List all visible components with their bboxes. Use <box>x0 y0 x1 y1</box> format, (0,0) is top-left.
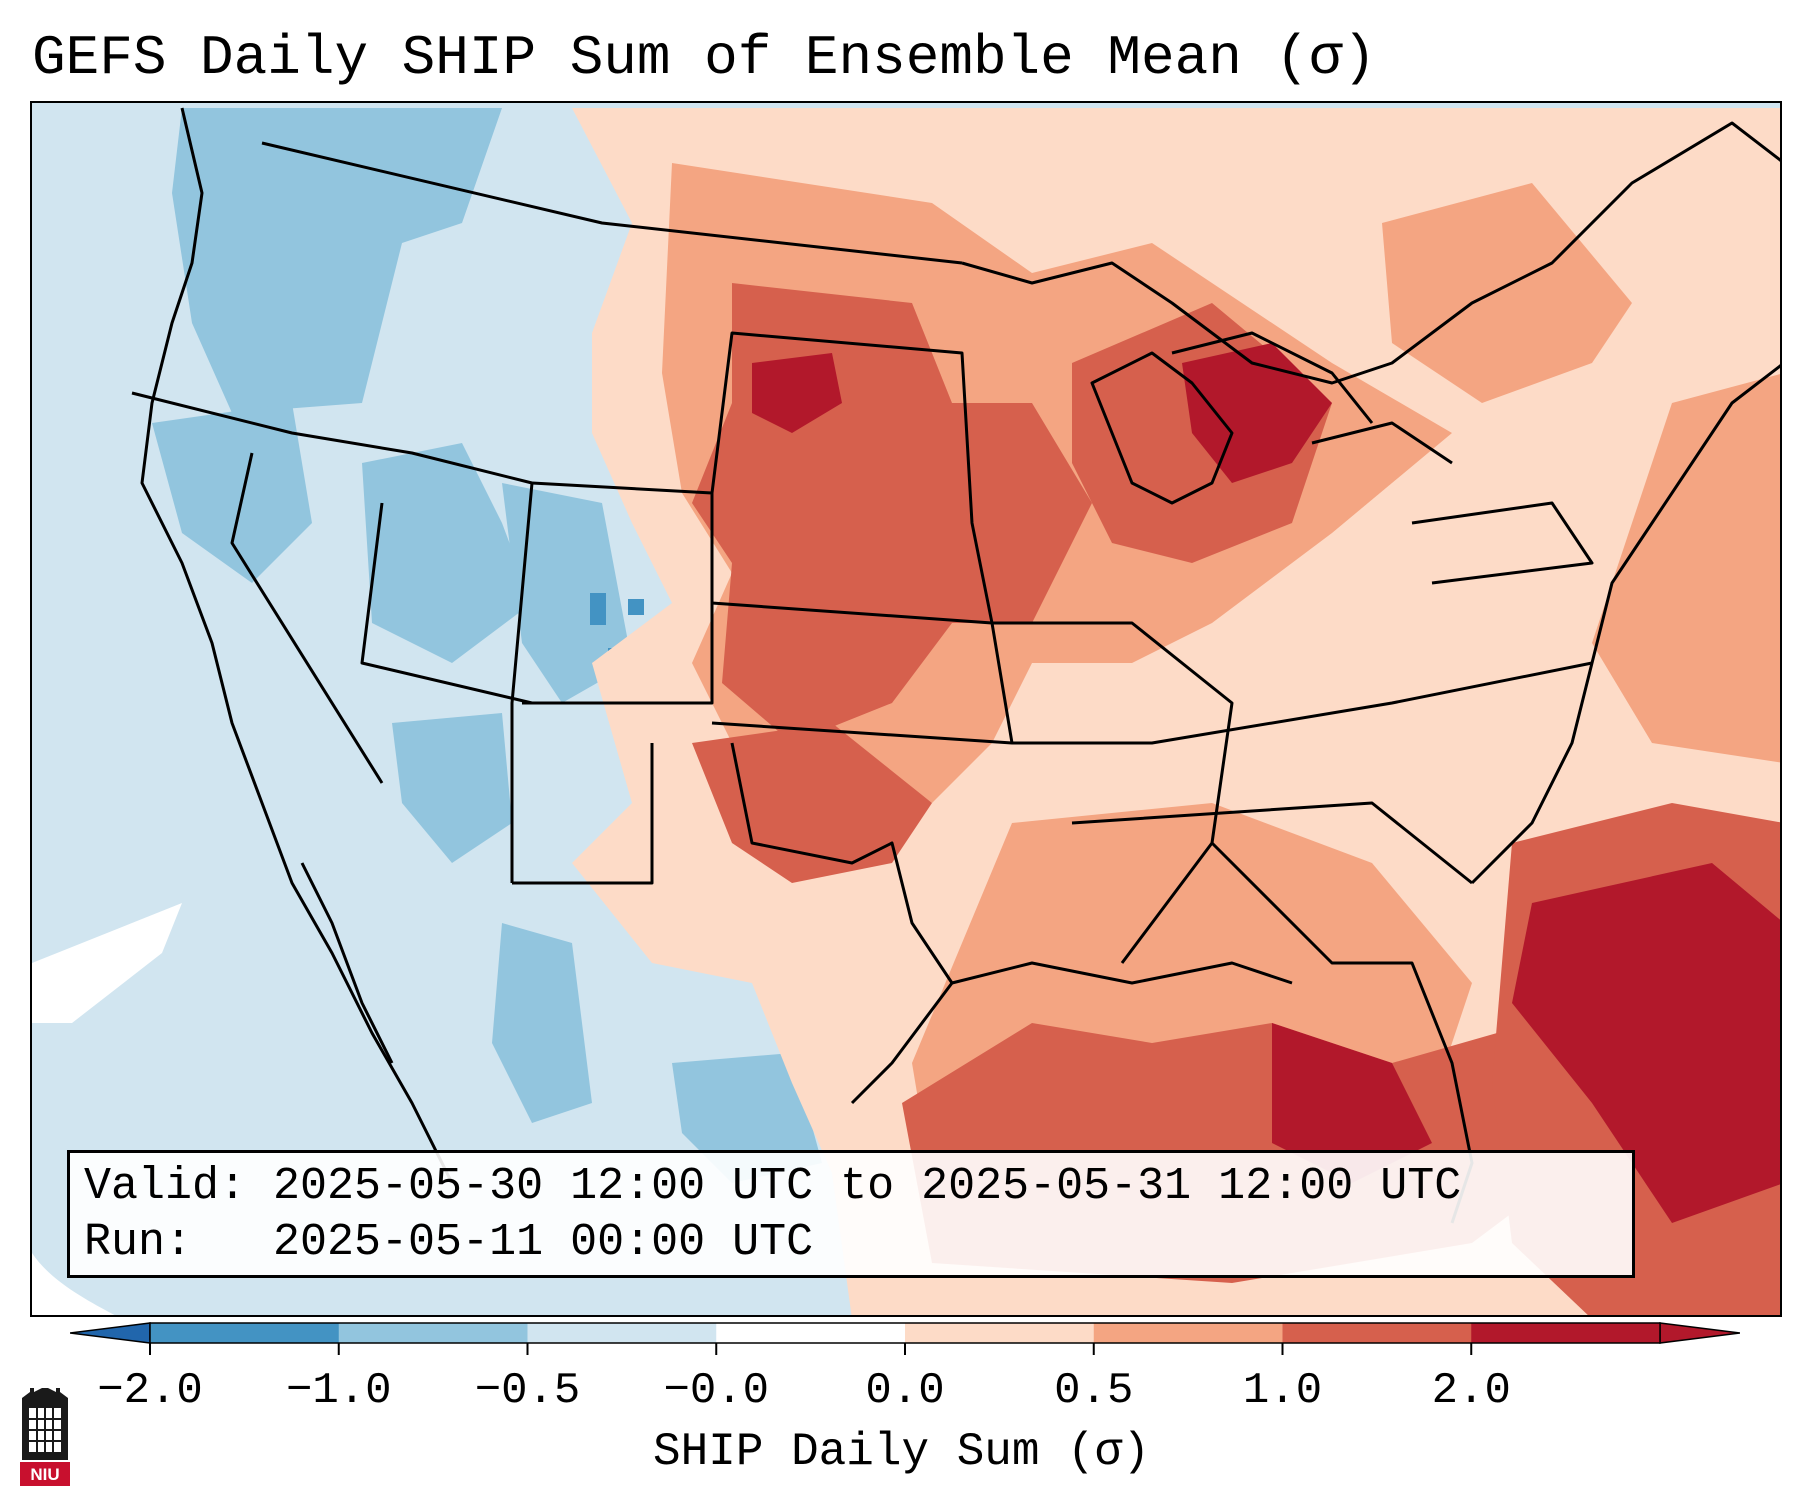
lake-michigan <box>1090 351 1234 505</box>
niu-logo: NIU <box>20 1388 70 1486</box>
utah-negative <box>362 443 532 663</box>
logo-grid <box>29 1408 61 1452</box>
colorbar-segment <box>716 1323 906 1343</box>
gulf-coast <box>951 961 1293 985</box>
pennsylvania-box <box>1411 501 1594 585</box>
lake-erie-ontario <box>1311 421 1453 465</box>
colorbar-tick-label: −0.0 <box>663 1366 770 1416</box>
logo-text: NIU <box>30 1465 59 1484</box>
run-line: Run: 2025-05-11 00:00 UTC <box>84 1217 814 1268</box>
atlantic-coast <box>1470 364 1780 885</box>
colorbar-tick-label: 0.0 <box>865 1366 945 1416</box>
gulf-max <box>1272 1023 1432 1183</box>
colorbar-extend-high <box>1659 1322 1740 1344</box>
new-mexico-border <box>512 743 654 885</box>
kansas-oklahoma-border <box>711 601 1014 745</box>
anomaly-field <box>32 103 1780 1315</box>
dakota-max <box>752 353 842 433</box>
colorbar-label: SHIP Daily Sum (σ) <box>653 1426 1150 1478</box>
atlantic-max <box>1512 863 1780 1223</box>
map-title: GEFS Daily SHIP Sum of Ensemble Mean (σ) <box>32 26 1377 90</box>
logo-banner <box>20 1462 70 1486</box>
colorbar-segment <box>1093 1323 1283 1343</box>
valid-run-box: Valid: 2025-05-30 12:00 UTC to 2025-05-3… <box>67 1150 1635 1278</box>
borders <box>131 107 1780 1224</box>
colorbar-tick-label: 0.5 <box>1054 1366 1134 1416</box>
pacific-neutral <box>32 903 182 1023</box>
michigan-max <box>1182 343 1332 483</box>
colorbar-segment <box>1471 1323 1661 1343</box>
arizona-negative <box>392 713 512 863</box>
colorbar-tick-label: 2.0 <box>1431 1366 1511 1416</box>
colorbar-extend-low <box>70 1322 151 1344</box>
kansas-nebraska-borders <box>710 331 994 624</box>
colorado-negative <box>502 483 632 703</box>
colorbar-tick-label: 1.0 <box>1242 1366 1323 1416</box>
baja-peninsula-coast <box>300 862 394 1064</box>
colorbar-segments <box>70 1322 1740 1344</box>
lake-superior-shore <box>1171 331 1374 424</box>
mexico-negative-a <box>492 923 592 1123</box>
tennessee-kentucky-border <box>1012 661 1593 745</box>
canada-border-east <box>961 121 1780 385</box>
colorado-west-border <box>510 482 534 883</box>
pacific-northwest-negative <box>172 108 502 413</box>
nevada-negative <box>152 403 312 583</box>
colorbar-tick-label: −1.0 <box>285 1366 392 1416</box>
colorado-strong-negative-a <box>590 593 606 625</box>
colorbar <box>70 1322 1740 1355</box>
pacific-coastline <box>140 107 454 1184</box>
valid-line: Valid: 2025-05-30 12:00 UTC to 2025-05-3… <box>84 1161 1462 1212</box>
colorbar-tick-label: −0.5 <box>474 1366 581 1416</box>
southeast-state-border <box>1071 801 1473 885</box>
projection-edge <box>32 1253 115 1315</box>
colorbar-ticks <box>149 1343 1473 1355</box>
utah-border <box>360 502 533 705</box>
canada-positive-medium <box>1382 183 1632 403</box>
anomaly-map <box>30 101 1782 1317</box>
colorbar-segment <box>1282 1323 1472 1343</box>
oregon-idaho-border <box>131 391 533 485</box>
colorbar-segment <box>150 1323 340 1343</box>
colorbar-segment <box>527 1323 717 1343</box>
mid-mississippi-borders <box>992 621 1234 964</box>
california-nevada-border <box>230 452 384 784</box>
colorbar-tick-label: −2.0 <box>97 1366 203 1416</box>
colorado-strong-negative-b <box>628 599 644 615</box>
canada-border-west <box>261 141 963 265</box>
colorbar-segment <box>338 1323 528 1343</box>
atlantic-positive-medium <box>1592 374 1780 763</box>
colorado-box <box>522 481 714 705</box>
colorbar-segment <box>905 1323 1095 1343</box>
texas-border <box>730 742 954 1105</box>
